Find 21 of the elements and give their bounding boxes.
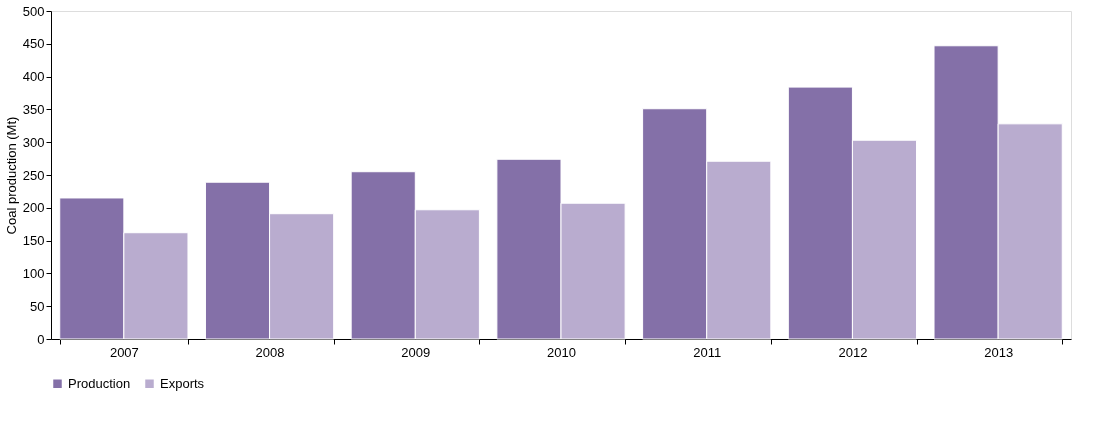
x-tick-label: 2007: [109, 344, 139, 360]
y-tick-label: 250: [22, 167, 45, 183]
y-tick-label: 350: [22, 101, 45, 117]
y-tick-label: 0: [37, 331, 45, 347]
y-tick-label: 100: [22, 265, 45, 281]
y-tick-label: 50: [30, 298, 45, 314]
legend-label: Production: [68, 375, 131, 391]
x-tick-label: 2012: [838, 344, 868, 360]
y-tick-label: 400: [22, 69, 45, 85]
legend-label: Exports: [160, 375, 205, 391]
x-tick-label: 2013: [984, 344, 1014, 360]
y-tick-label: 300: [22, 134, 45, 150]
x-tick-label: 2008: [255, 344, 285, 360]
y-tick-label: 450: [22, 36, 45, 52]
x-tick-label: 2009: [401, 344, 431, 360]
y-tick-label: 200: [22, 200, 45, 216]
y-tick-label: 150: [22, 233, 45, 249]
x-tick-label: 2010: [547, 344, 576, 360]
y-axis-title: Coal production (Mt): [3, 116, 19, 235]
y-tick-label: 500: [22, 3, 45, 19]
x-tick-label: 2011: [693, 344, 722, 360]
